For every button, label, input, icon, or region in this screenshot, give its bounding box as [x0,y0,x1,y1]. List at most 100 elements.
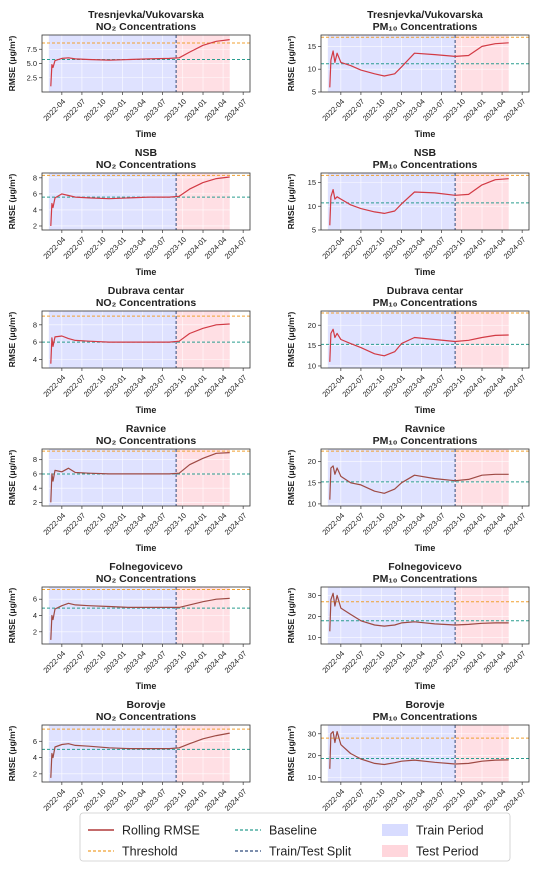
panel-title-pollutant: PM₁₀ Concentrations [373,711,478,723]
y-axis-label: RMSE (μg/m³) [286,725,296,781]
panel-title-station: Tresnjevka/Vukovarska [88,9,204,21]
y-tick-label: 4 [33,611,37,620]
y-tick-label: 2.5 [27,73,37,82]
rolling-rmse-line [50,39,230,87]
plot-frame [41,448,251,507]
plot-frame [320,724,530,783]
x-tick-label: 2024-07 [502,649,528,675]
panel-title-pollutant: NO₂ Concentrations [96,435,197,447]
plot-frame [41,172,251,231]
y-tick-label: 10 [308,65,316,74]
x-axis-label: Time [136,405,157,415]
plot-frame [41,310,251,369]
panel-title-station: Dubrava centar [108,285,184,297]
y-tick-label: 6 [33,338,37,347]
y-axis-label: RMSE (μg/m³) [7,35,17,91]
panel-title-pollutant: PM₁₀ Concentrations [373,573,478,585]
panel-title-station: Folnegovicevo [388,561,462,573]
panel-title-pollutant: NO₂ Concentrations [96,573,197,585]
y-tick-label: 10 [308,361,316,370]
y-tick-label: 5 [312,88,316,97]
panel-title-pollutant: NO₂ Concentrations [96,297,197,309]
plot-frame [41,724,251,783]
x-tick-label: 2024-07 [223,511,249,537]
y-axis-label: RMSE (μg/m³) [7,449,17,505]
rolling-rmse-line [50,732,230,778]
legend-label: Baseline [269,824,317,838]
x-axis-label: Time [136,267,157,277]
panel-title-station: Borovje [405,699,444,711]
train-period-region [48,173,177,230]
legend-label: Test Period [416,845,479,859]
x-tick-label: 2024-07 [223,235,249,261]
x-tick-label: 2024-07 [502,97,528,123]
y-tick-label: 20 [308,457,316,466]
y-axis-label: RMSE (μg/m³) [7,725,17,781]
y-axis-label: RMSE (μg/m³) [7,587,17,643]
panel-title-pollutant: PM₁₀ Concentrations [373,21,478,33]
y-tick-label: 10 [308,773,316,782]
train-period-region [327,587,456,644]
panel-title-pollutant: NO₂ Concentrations [96,21,197,33]
train-period-region [327,449,456,506]
y-axis-label: RMSE (μg/m³) [7,173,17,229]
x-axis-label: Time [136,681,157,691]
x-axis-label: Time [136,543,157,553]
legend-label: Threshold [122,845,178,859]
y-tick-label: 20 [308,612,316,621]
rolling-rmse-line [329,730,509,769]
panel-title-station: NSB [135,147,158,159]
rolling-rmse-line [50,176,230,227]
y-tick-label: 7.5 [27,45,37,54]
x-axis-label: Time [415,267,436,277]
y-tick-label: 8 [33,455,37,464]
y-axis-label: RMSE (μg/m³) [286,449,296,505]
y-tick-label: 4 [33,205,37,214]
rolling-rmse-line [50,452,230,503]
rolling-rmse-line [329,178,509,226]
y-axis-label: RMSE (μg/m³) [7,311,17,367]
y-tick-label: 15 [308,42,316,51]
x-axis-label: Time [415,129,436,139]
legend-swatch [382,824,408,836]
y-tick-label: 2 [33,498,37,507]
legend-label: Train/Test Split [269,845,352,859]
rolling-rmse-line [329,328,509,362]
plot-frame [320,586,530,645]
y-tick-label: 10 [308,499,316,508]
y-axis-label: RMSE (μg/m³) [286,311,296,367]
y-tick-label: 15 [308,478,316,487]
rolling-rmse-line [329,465,509,500]
x-tick-label: 2024-07 [502,373,528,399]
panel-title-pollutant: PM₁₀ Concentrations [373,159,478,171]
x-axis-label: Time [415,405,436,415]
x-axis-label: Time [415,681,436,691]
panel-title-station: Dubrava centar [387,285,463,297]
legend: Rolling RMSE Threshold Baseline Train/Test … [79,812,511,862]
y-tick-label: 6 [33,737,37,746]
y-tick-label: 10 [308,633,316,642]
y-tick-label: 2 [33,769,37,778]
train-period-region [48,449,177,506]
y-tick-label: 4 [33,484,37,493]
y-tick-label: 4 [33,355,37,364]
panel-title-station: Borovje [126,699,165,711]
rolling-rmse-line [329,592,509,632]
panel-title-station: Ravnice [126,423,166,435]
y-tick-label: 5.0 [27,59,37,68]
rolling-rmse-line [50,597,230,640]
y-tick-label: 6 [33,189,37,198]
panel-title-pollutant: NO₂ Concentrations [96,159,197,171]
y-tick-label: 6 [33,469,37,478]
y-axis-label: RMSE (μg/m³) [286,587,296,643]
x-tick-label: 2024-07 [223,97,249,123]
